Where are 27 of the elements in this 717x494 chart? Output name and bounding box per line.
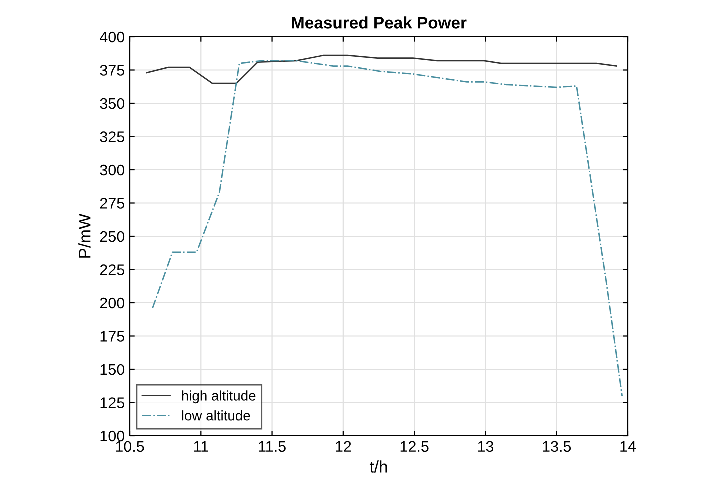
y-tick-label: 275	[100, 198, 124, 209]
y-tick-label: 250	[100, 231, 125, 242]
legend-label: low altitude	[182, 410, 250, 421]
x-tick-label: 11.5	[259, 441, 286, 452]
y-tick-label: 200	[100, 298, 125, 309]
y-tick-label: 400	[100, 32, 125, 43]
x-tick-label: 10.5	[116, 441, 144, 452]
y-tick-label: 325	[100, 132, 124, 142]
x-tick-label: 13	[478, 441, 494, 452]
y-axis-title: P/mW	[78, 214, 91, 258]
y-tick-label: 125	[100, 398, 124, 408]
line-series	[146, 54, 618, 84]
x-tick-label: 12.5	[400, 441, 429, 452]
y-tick-label: 225	[100, 264, 124, 276]
y-tick-label: 375	[100, 65, 124, 76]
y-tick-label: 150	[100, 364, 125, 376]
x-tick-label: 12	[336, 441, 352, 452]
y-tick-label: 300	[100, 164, 125, 176]
x-tick-label: 11	[194, 441, 208, 452]
y-tick-label: 100	[100, 430, 125, 442]
legend-label: high altitude	[182, 390, 256, 404]
x-axis-title: t/h	[370, 460, 388, 473]
y-tick-label: 175	[100, 331, 124, 342]
y-tick-label: 350	[100, 98, 125, 110]
x-tick-label: 13.5	[543, 441, 572, 452]
x-tick-label: 14	[620, 441, 636, 452]
chart-title: Measured Peak Power	[292, 16, 467, 29]
